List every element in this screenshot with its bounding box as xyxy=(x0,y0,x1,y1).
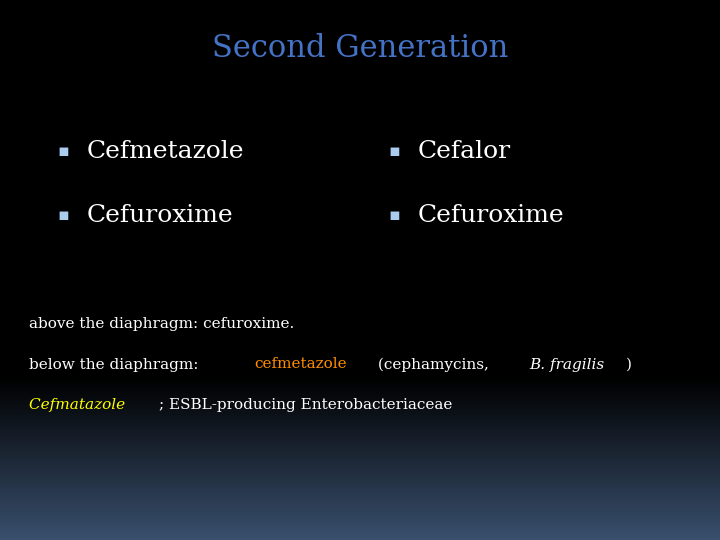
Text: ; ESBL-producing Enterobacteriaceae: ; ESBL-producing Enterobacteriaceae xyxy=(159,398,452,412)
Text: Cefuroxime: Cefuroxime xyxy=(86,205,233,227)
Text: ): ) xyxy=(626,357,632,372)
Text: (cephamycins,: (cephamycins, xyxy=(373,357,494,372)
Text: cefmetazole: cefmetazole xyxy=(253,357,346,372)
Text: Cefmetazole: Cefmetazole xyxy=(86,140,244,163)
Text: ▪: ▪ xyxy=(389,207,400,225)
Text: Cefuroxime: Cefuroxime xyxy=(418,205,564,227)
Text: below the diaphragm:: below the diaphragm: xyxy=(29,357,203,372)
Text: B. fragilis: B. fragilis xyxy=(529,357,604,372)
Text: ▪: ▪ xyxy=(389,143,400,160)
Text: above the diaphragm: cefuroxime.: above the diaphragm: cefuroxime. xyxy=(29,317,294,331)
Text: ▪: ▪ xyxy=(58,207,69,225)
Text: Cefalor: Cefalor xyxy=(418,140,510,163)
Text: Cefmatazole: Cefmatazole xyxy=(29,398,130,412)
Text: Second Generation: Second Generation xyxy=(212,33,508,64)
Text: ▪: ▪ xyxy=(58,143,69,160)
